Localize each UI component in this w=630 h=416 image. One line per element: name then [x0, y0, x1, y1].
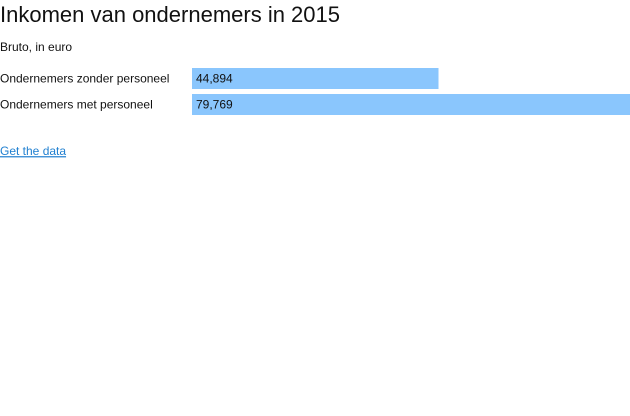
chart-title: Inkomen van ondernemers in 2015 [0, 2, 340, 27]
value-label: 79,769 [196, 98, 233, 112]
chart-subtitle: Bruto, in euro [0, 40, 72, 54]
category-label: Ondernemers met personeel [0, 98, 153, 112]
value-label: 44,894 [196, 72, 233, 86]
data-link[interactable]: Get the data [0, 144, 66, 158]
category-label: Ondernemers zonder personeel [0, 72, 169, 86]
bar [192, 68, 439, 89]
bar [192, 94, 630, 115]
